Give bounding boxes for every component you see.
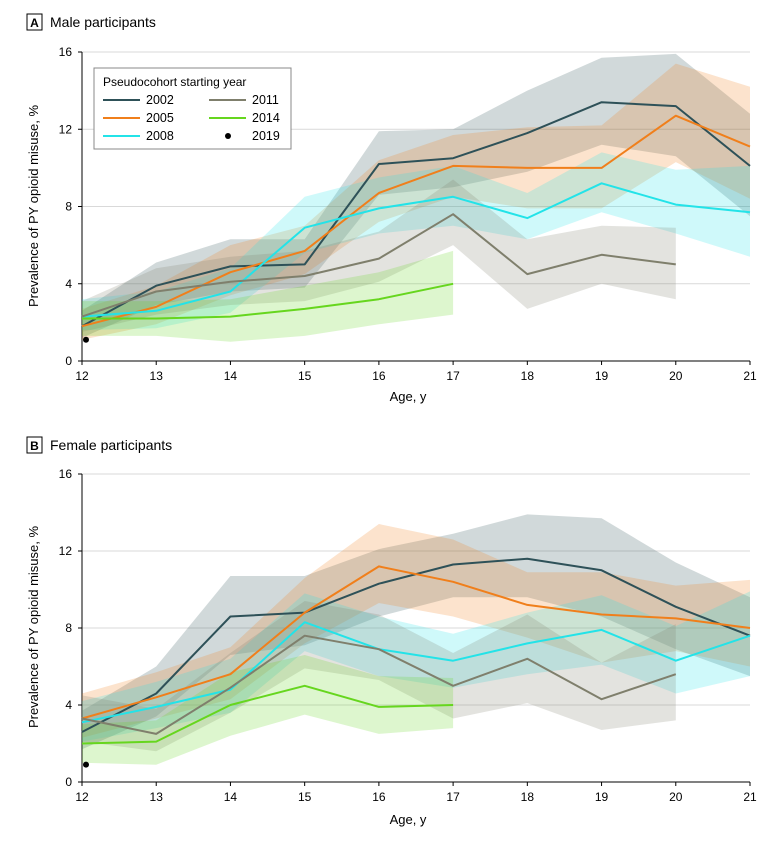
y-tick-label: 16 bbox=[59, 45, 73, 59]
legend: Pseudocohort starting year 2002 2011 200… bbox=[93, 67, 292, 150]
y-tick-label: 4 bbox=[65, 277, 72, 291]
x-axis-label: Age, y bbox=[390, 812, 427, 827]
x-tick-label: 15 bbox=[298, 790, 312, 804]
panel-title: Female participants bbox=[50, 437, 172, 453]
x-tick-label: 21 bbox=[743, 369, 757, 383]
series-line-2008 bbox=[81, 182, 751, 318]
y-tick-label: 8 bbox=[65, 200, 72, 214]
panel-letter: A bbox=[30, 16, 39, 30]
x-tick-label: 18 bbox=[521, 790, 535, 804]
panel-letter: B bbox=[30, 439, 39, 453]
legend-label-2014: 2014 bbox=[252, 111, 280, 125]
plot-area: 0 4 8 12 16 12 13 14 15 16 17 18 19 20 21 bbox=[59, 45, 757, 383]
ci-band-2002 bbox=[82, 514, 750, 750]
series-line-2002 bbox=[81, 101, 751, 328]
x-tick-label: 16 bbox=[372, 790, 386, 804]
legend-label-2005: 2005 bbox=[146, 111, 174, 125]
x-tick-label: 19 bbox=[595, 369, 609, 383]
panel-letter-box bbox=[26, 13, 43, 31]
x-axis-label: Age, y bbox=[390, 389, 427, 404]
y-axis-label: Prevalence of PY opioid misuse, % bbox=[26, 526, 41, 729]
panel-title: Male participants bbox=[50, 14, 156, 30]
y-tick-label: 0 bbox=[65, 775, 72, 789]
x-tick-label: 19 bbox=[595, 790, 609, 804]
legend-label-2011: 2011 bbox=[252, 93, 279, 107]
series-line-2014 bbox=[82, 282, 454, 320]
x-tick-label: 18 bbox=[521, 369, 535, 383]
x-tick-label: 12 bbox=[75, 790, 89, 804]
x-tick-label: 12 bbox=[75, 369, 89, 383]
ci-band-2011 bbox=[82, 179, 676, 332]
legend-label-2008: 2008 bbox=[146, 129, 174, 143]
x-tick-label: 13 bbox=[150, 790, 164, 804]
legend-title: Pseudocohort starting year bbox=[103, 75, 246, 89]
x-tick-label: 13 bbox=[150, 369, 164, 383]
x-tick-label: 20 bbox=[669, 369, 683, 383]
ci-band-2014 bbox=[82, 655, 454, 765]
x-tick-label: 20 bbox=[669, 790, 683, 804]
plot-area: 0 4 8 12 16 12 13 14 15 16 17 18 19 20 21 bbox=[59, 467, 757, 804]
panel-letter-box bbox=[26, 436, 43, 454]
ci-band-2008 bbox=[82, 152, 750, 331]
x-tick-label: 14 bbox=[224, 369, 238, 383]
series-line-2005 bbox=[81, 565, 751, 720]
x-tick-label: 17 bbox=[446, 369, 460, 383]
y-tick-label: 12 bbox=[59, 122, 73, 136]
y-axis-label: Prevalence of PY opioid misuse, % bbox=[26, 105, 41, 308]
series-line-2011 bbox=[81, 634, 677, 735]
x-tick-label: 15 bbox=[298, 369, 312, 383]
series-line-2014 bbox=[81, 684, 454, 745]
panel-female: B Female participants Prevalence of PY o… bbox=[26, 436, 757, 827]
legend-label-2019: 2019 bbox=[252, 129, 280, 143]
y-tick-label: 4 bbox=[65, 698, 72, 712]
panel-male: A Male participants Prevalence of PY opi… bbox=[26, 13, 757, 404]
point-2019 bbox=[83, 761, 89, 768]
legend-label-2002: 2002 bbox=[146, 93, 174, 107]
y-tick-label: 12 bbox=[59, 544, 73, 558]
series-line-2005 bbox=[81, 114, 751, 328]
ci-band-2005 bbox=[82, 524, 750, 738]
x-tick-label: 14 bbox=[224, 790, 238, 804]
point-2019 bbox=[83, 336, 89, 343]
y-tick-label: 8 bbox=[65, 621, 72, 635]
x-tick-label: 21 bbox=[743, 790, 757, 804]
y-tick-label: 0 bbox=[65, 354, 72, 368]
ci-band-2011 bbox=[82, 601, 676, 752]
legend-swatch-2019 bbox=[225, 133, 231, 139]
series-line-2008 bbox=[81, 621, 751, 724]
y-tick-label: 16 bbox=[59, 467, 73, 481]
series-line-2011 bbox=[81, 213, 676, 318]
x-tick-label: 16 bbox=[372, 369, 386, 383]
x-tick-label: 17 bbox=[446, 790, 460, 804]
